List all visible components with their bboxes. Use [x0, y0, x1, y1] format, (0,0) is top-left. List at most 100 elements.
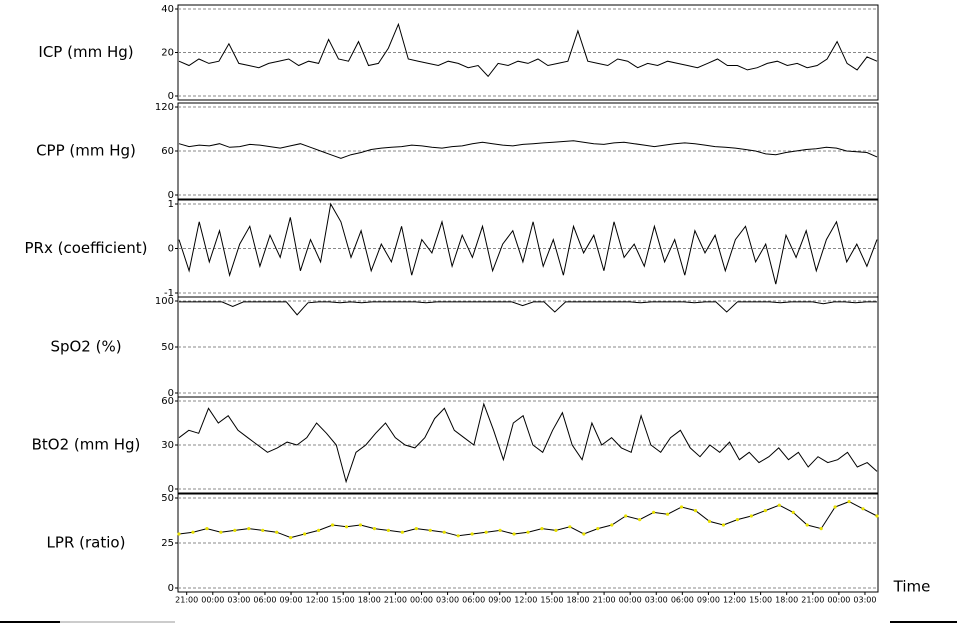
data-point [484, 530, 488, 534]
x-tick-label: 00:00 [410, 596, 433, 605]
y-tick-label: 0 [168, 91, 174, 102]
y-tick-label: 60 [161, 396, 174, 407]
x-tick-label: 21:00 [175, 596, 198, 605]
data-point [861, 507, 865, 511]
data-point [847, 500, 851, 504]
data-point [400, 530, 404, 534]
y-axis-label: CPP (mm Hg) [36, 142, 136, 160]
x-tick-label: 09:00 [697, 596, 720, 605]
data-line [178, 402, 878, 484]
y-tick-label: 100 [155, 296, 174, 307]
data-point [191, 530, 195, 534]
x-tick-label: 00:00 [619, 596, 642, 605]
data-point [805, 523, 809, 527]
x-tick-label: 21:00 [593, 596, 616, 605]
data-point [749, 514, 753, 518]
y-tick-label: -1 [164, 288, 174, 299]
y-axis-label: SpO2 (%) [50, 338, 121, 356]
x-tick-label: 21:00 [801, 596, 824, 605]
y-tick-label: 0 [168, 583, 174, 594]
y-axis-label: LPR (ratio) [47, 534, 126, 552]
x-tick-label: 15:00 [540, 596, 563, 605]
data-point [303, 532, 307, 536]
data-point [344, 525, 349, 529]
data-point [526, 530, 530, 534]
y-tick-label: 50 [161, 342, 174, 353]
y-tick-label: 30 [161, 440, 174, 451]
x-axis-label: Time [893, 578, 931, 596]
data-point [261, 528, 265, 533]
data-point [177, 532, 181, 536]
x-tick-label: 12:00 [306, 596, 329, 605]
x-tick-label: 09:00 [280, 596, 303, 605]
y-tick-label: 0 [168, 244, 174, 255]
x-tick-label: 18:00 [775, 596, 798, 605]
data-point [610, 523, 614, 527]
data-line [178, 140, 878, 159]
data-line [178, 202, 878, 285]
y-tick-label: 0 [168, 484, 174, 495]
x-tick-label: 06:00 [671, 596, 694, 605]
data-line [178, 22, 878, 78]
x-tick-label: 21:00 [384, 596, 407, 605]
x-tick-label: 18:00 [358, 596, 381, 605]
data-point [330, 523, 335, 527]
y-tick-label: 0 [168, 190, 174, 201]
data-point [763, 509, 767, 513]
data-point [582, 532, 586, 536]
data-point [679, 505, 684, 509]
data-point [456, 534, 460, 538]
data-point [219, 530, 223, 534]
data-point [735, 518, 740, 522]
data-point [777, 503, 781, 507]
data-point [372, 527, 377, 531]
data-point [624, 514, 628, 518]
data-point [638, 518, 642, 522]
data-point [652, 510, 656, 514]
data-point [512, 532, 516, 536]
x-tick-label: 03:00 [645, 596, 668, 605]
data-point [833, 505, 837, 509]
data-point [596, 527, 600, 531]
data-point [247, 527, 251, 531]
data-point [554, 528, 558, 533]
x-tick-label: 00:00 [201, 596, 224, 605]
x-tick-label: 12:00 [514, 596, 537, 605]
x-tick-label: 03:00 [436, 596, 459, 605]
y-tick-label: 40 [161, 4, 174, 15]
data-point [414, 527, 418, 531]
x-tick-label: 18:00 [566, 596, 589, 605]
x-tick-label: 06:00 [253, 596, 276, 605]
data-point [358, 523, 363, 527]
y-tick-label: 120 [155, 102, 174, 113]
y-axis-label: PRx (coefficient) [24, 239, 147, 257]
data-point [568, 525, 572, 529]
data-line [179, 301, 877, 316]
y-tick-label: 0 [168, 388, 174, 399]
x-tick-label: 06:00 [462, 596, 485, 605]
data-point [470, 532, 474, 536]
y-tick-label: 60 [161, 146, 174, 157]
data-point [233, 528, 237, 533]
data-point [205, 527, 209, 531]
data-point [707, 519, 712, 524]
x-tick-label: 12:00 [723, 596, 746, 605]
x-tick-label: 09:00 [488, 596, 511, 605]
data-point [721, 523, 726, 527]
x-tick-label: 03:00 [853, 596, 876, 605]
y-tick-label: 1 [168, 199, 174, 210]
data-point [666, 512, 670, 516]
data-point [428, 528, 432, 533]
data-point [540, 527, 544, 531]
data-point [275, 530, 279, 534]
x-tick-label: 15:00 [332, 596, 355, 605]
data-point [693, 509, 698, 513]
data-point [875, 514, 879, 518]
data-point [791, 510, 795, 514]
y-tick-label: 25 [161, 538, 174, 549]
data-point [819, 527, 823, 531]
y-tick-label: 50 [161, 493, 174, 504]
y-axis-label: BtO2 (mm Hg) [32, 436, 141, 454]
y-axis-label: ICP (mm Hg) [38, 43, 133, 61]
data-point [442, 530, 446, 534]
